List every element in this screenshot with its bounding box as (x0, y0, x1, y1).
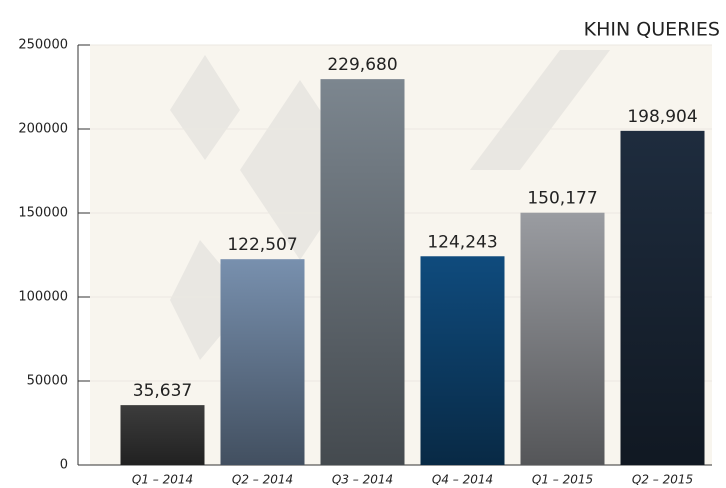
x-tick-label: Q1 – 2015 (532, 473, 593, 487)
y-tick-label: 0 (60, 458, 68, 473)
bar-shade (420, 256, 505, 465)
x-tick-label: Q1 – 2014 (132, 473, 193, 487)
value-label: 198,904 (627, 107, 697, 127)
value-label: 122,507 (227, 235, 297, 255)
y-tick-label: 150000 (18, 206, 68, 221)
bar-shade (220, 259, 305, 465)
x-tick-label: Q2 – 2015 (632, 473, 693, 487)
chart-title: KHIN QUERIES (584, 19, 720, 41)
bar-shade (320, 79, 405, 465)
bar-shade (620, 130, 705, 465)
bar-shade (520, 212, 605, 465)
x-tick-label: Q4 – 2014 (432, 473, 493, 487)
x-tick-label: Q2 – 2014 (232, 473, 293, 487)
value-label: 35,637 (133, 381, 192, 401)
y-tick-label: 100000 (18, 290, 68, 305)
value-label: 150,177 (527, 189, 597, 209)
y-tick-label: 250000 (18, 38, 68, 53)
x-tick-label: Q3 – 2014 (332, 473, 393, 487)
bar-shade (120, 405, 205, 465)
value-label: 229,680 (327, 55, 397, 75)
y-tick-label: 200000 (18, 122, 68, 137)
y-tick-label: 50000 (27, 374, 68, 389)
value-label: 124,243 (427, 232, 497, 252)
